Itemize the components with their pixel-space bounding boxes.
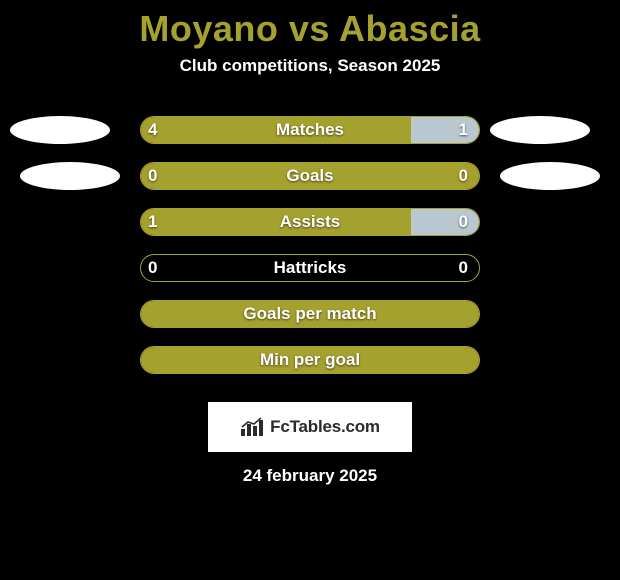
bar-fill [141, 347, 479, 373]
stat-value-left: 0 [148, 254, 157, 282]
bar-fill [141, 301, 479, 327]
stat-value-right: 0 [459, 208, 468, 236]
bar-left [141, 117, 411, 143]
bar-track [140, 346, 480, 374]
player-placeholder [20, 162, 120, 190]
stat-row: Min per goal [0, 346, 620, 392]
date: 24 february 2025 [0, 466, 620, 486]
bar-right [411, 209, 479, 235]
stat-value-right: 0 [459, 162, 468, 190]
bar-track [140, 254, 480, 282]
bar-left [141, 209, 411, 235]
stat-row: Goals per match [0, 300, 620, 346]
bar-track [140, 300, 480, 328]
bar-fill [141, 163, 479, 189]
bar-right [411, 117, 479, 143]
subtitle: Club competitions, Season 2025 [0, 56, 620, 76]
stat-value-right: 0 [459, 254, 468, 282]
bar-track [140, 116, 480, 144]
comparison-container: Moyano vs Abascia Club competitions, Sea… [0, 0, 620, 486]
stat-row: Hattricks00 [0, 254, 620, 300]
bar-track [140, 208, 480, 236]
stat-value-left: 0 [148, 162, 157, 190]
bar-track [140, 162, 480, 190]
player-placeholder [500, 162, 600, 190]
player-placeholder [490, 116, 590, 144]
stats-area: Matches41Goals00Assists10Hattricks00Goal… [0, 116, 620, 392]
stat-row: Assists10 [0, 208, 620, 254]
player-placeholder [10, 116, 110, 144]
stat-value-right: 1 [459, 116, 468, 144]
stat-value-left: 4 [148, 116, 157, 144]
logo-text: FcTables.com [270, 417, 380, 437]
logo-box: FcTables.com [208, 402, 412, 452]
stat-value-left: 1 [148, 208, 157, 236]
title: Moyano vs Abascia [0, 8, 620, 50]
chart-icon [240, 417, 264, 437]
